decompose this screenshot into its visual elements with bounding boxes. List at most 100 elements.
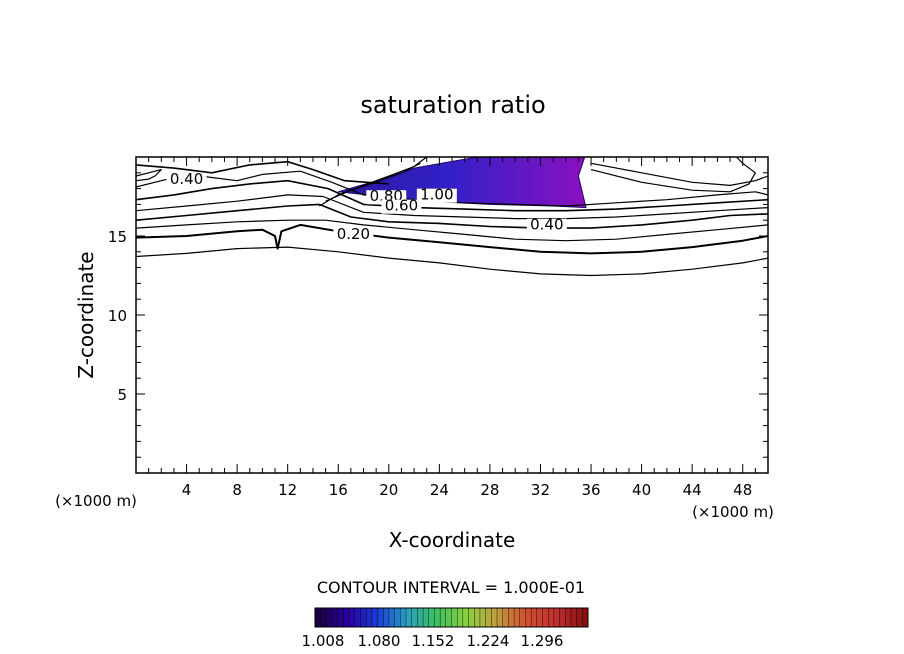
contour-line-3	[135, 219, 769, 242]
colorbar-cell	[326, 607, 333, 628]
colorbar-tick-label: 1.224	[467, 632, 510, 650]
colorbar-cell	[502, 607, 509, 628]
y-tick-label: 10	[108, 307, 127, 325]
colorbar-cell	[559, 607, 566, 628]
contour-label-bg	[526, 218, 567, 233]
colorbar-cell	[474, 607, 481, 628]
colorbar-frame	[314, 607, 589, 628]
colorbar-cell	[371, 607, 379, 628]
colorbar-cell	[547, 607, 555, 628]
colorbar-cell	[553, 607, 561, 628]
colorbar-cell	[576, 607, 583, 628]
contour-label-6: 0.40	[530, 216, 563, 234]
contour-line-10	[590, 162, 769, 186]
chart-title: saturation ratio	[360, 91, 545, 119]
colorbar-cell	[542, 607, 549, 628]
contour-line-5	[135, 194, 769, 220]
y-tick-label: 5	[117, 386, 127, 404]
colorbar-cell	[519, 607, 526, 628]
colorbar	[314, 607, 589, 628]
contour-line-4	[135, 203, 769, 229]
colorbar-cell	[439, 607, 447, 628]
contour-label-bg	[333, 228, 374, 243]
contour-label-4: 0.60	[385, 197, 418, 215]
contour-interval-text: CONTOUR INTERVAL = 1.000E-01	[317, 578, 585, 597]
x-tick-label: 48	[733, 481, 752, 499]
x-tick-label: 36	[581, 481, 600, 499]
colorbar-cell	[428, 607, 435, 628]
colorbar-cell	[394, 607, 401, 628]
colorbar-cell	[383, 607, 390, 628]
colorbar-cell	[343, 607, 350, 628]
colorbar-cell	[320, 607, 327, 628]
colorbar-tick-label: 1.080	[358, 632, 401, 650]
contour-label-bg	[381, 199, 422, 214]
colorbar-cell	[468, 607, 475, 628]
contour-line-9	[135, 160, 389, 185]
x-unit-right: (×1000 m)	[692, 503, 774, 521]
contour-line-8	[135, 169, 162, 182]
colorbar-tick-label: 1.296	[521, 632, 564, 650]
contour-labels-layer: 0.400.80 1.000.600.200.40	[166, 170, 567, 243]
colorbar-labels: 1.008 1.080 1.152 1.224 1.296	[302, 632, 564, 650]
colorbar-cell	[451, 607, 458, 628]
colorbar-cell	[422, 607, 430, 628]
x-tick-label: 32	[531, 481, 550, 499]
colorbar-cell	[513, 607, 521, 628]
contour-label-bg	[166, 172, 207, 187]
x-axis-label: X-coordinate	[389, 528, 516, 552]
x-tick-label: 44	[683, 481, 702, 499]
colorbar-cell	[354, 607, 361, 628]
contour-label-1: 0.40	[170, 170, 203, 188]
colorbar-cell	[570, 607, 578, 628]
colorbar-cell	[536, 607, 543, 628]
y-axis-label: Z-coordinate	[74, 251, 98, 378]
colorbar-cell	[400, 607, 407, 628]
colorbar-cell	[314, 607, 322, 628]
plot-frame	[135, 156, 769, 474]
colorbar-cell	[582, 607, 589, 628]
colorbar-cell	[377, 607, 384, 628]
colorbar-cell	[496, 607, 504, 628]
colorbar-cell	[348, 607, 356, 628]
contour-line-13	[325, 162, 421, 202]
x-tick-label: 28	[480, 481, 499, 499]
colorbar-cell	[365, 607, 373, 628]
colorbar-cell	[445, 607, 452, 628]
colorbar-cell	[417, 607, 424, 628]
colorbar-cell	[491, 607, 498, 628]
contour-label-5: 0.20	[337, 225, 370, 243]
x-axis-ticks: 4 8 12 16 20 24 28 32 36 40 44 48	[148, 157, 756, 499]
colorbar-cell	[434, 607, 441, 628]
colorbar-cell	[565, 607, 572, 628]
colorbar-cell	[331, 607, 339, 628]
x-tick-label: 40	[632, 481, 651, 499]
x-tick-label: 16	[329, 481, 348, 499]
x-tick-label: 4	[182, 481, 192, 499]
colorbar-cell	[479, 607, 487, 628]
contour-line-1	[135, 246, 769, 277]
colorbar-tick-label: 1.152	[412, 632, 455, 650]
x-tick-label: 12	[278, 481, 297, 499]
colorbar-cell	[530, 607, 538, 628]
colorbar-cell	[360, 607, 367, 628]
colorbar-cell	[405, 607, 413, 628]
contour-label-3: 1.00	[420, 186, 453, 204]
x-tick-label: 24	[430, 481, 449, 499]
colorbar-cell	[411, 607, 418, 628]
colorbar-tick-label: 1.008	[302, 632, 345, 650]
x-tick-label: 20	[379, 481, 398, 499]
colorbar-cell	[337, 607, 344, 628]
y-axis-ticks: 5 10 15	[108, 172, 768, 458]
x-tick-label: 8	[232, 481, 242, 499]
colorbar-cell	[456, 607, 464, 628]
colorbar-cell	[462, 607, 470, 628]
colorbar-cell	[525, 607, 532, 628]
colorbar-cell	[485, 607, 492, 628]
colorbar-cell	[388, 607, 396, 628]
x-unit-left: (×1000 m)	[55, 492, 137, 510]
y-tick-label: 15	[108, 228, 127, 246]
contour-label-bg	[416, 188, 457, 203]
contour-lines-layer	[135, 156, 769, 277]
